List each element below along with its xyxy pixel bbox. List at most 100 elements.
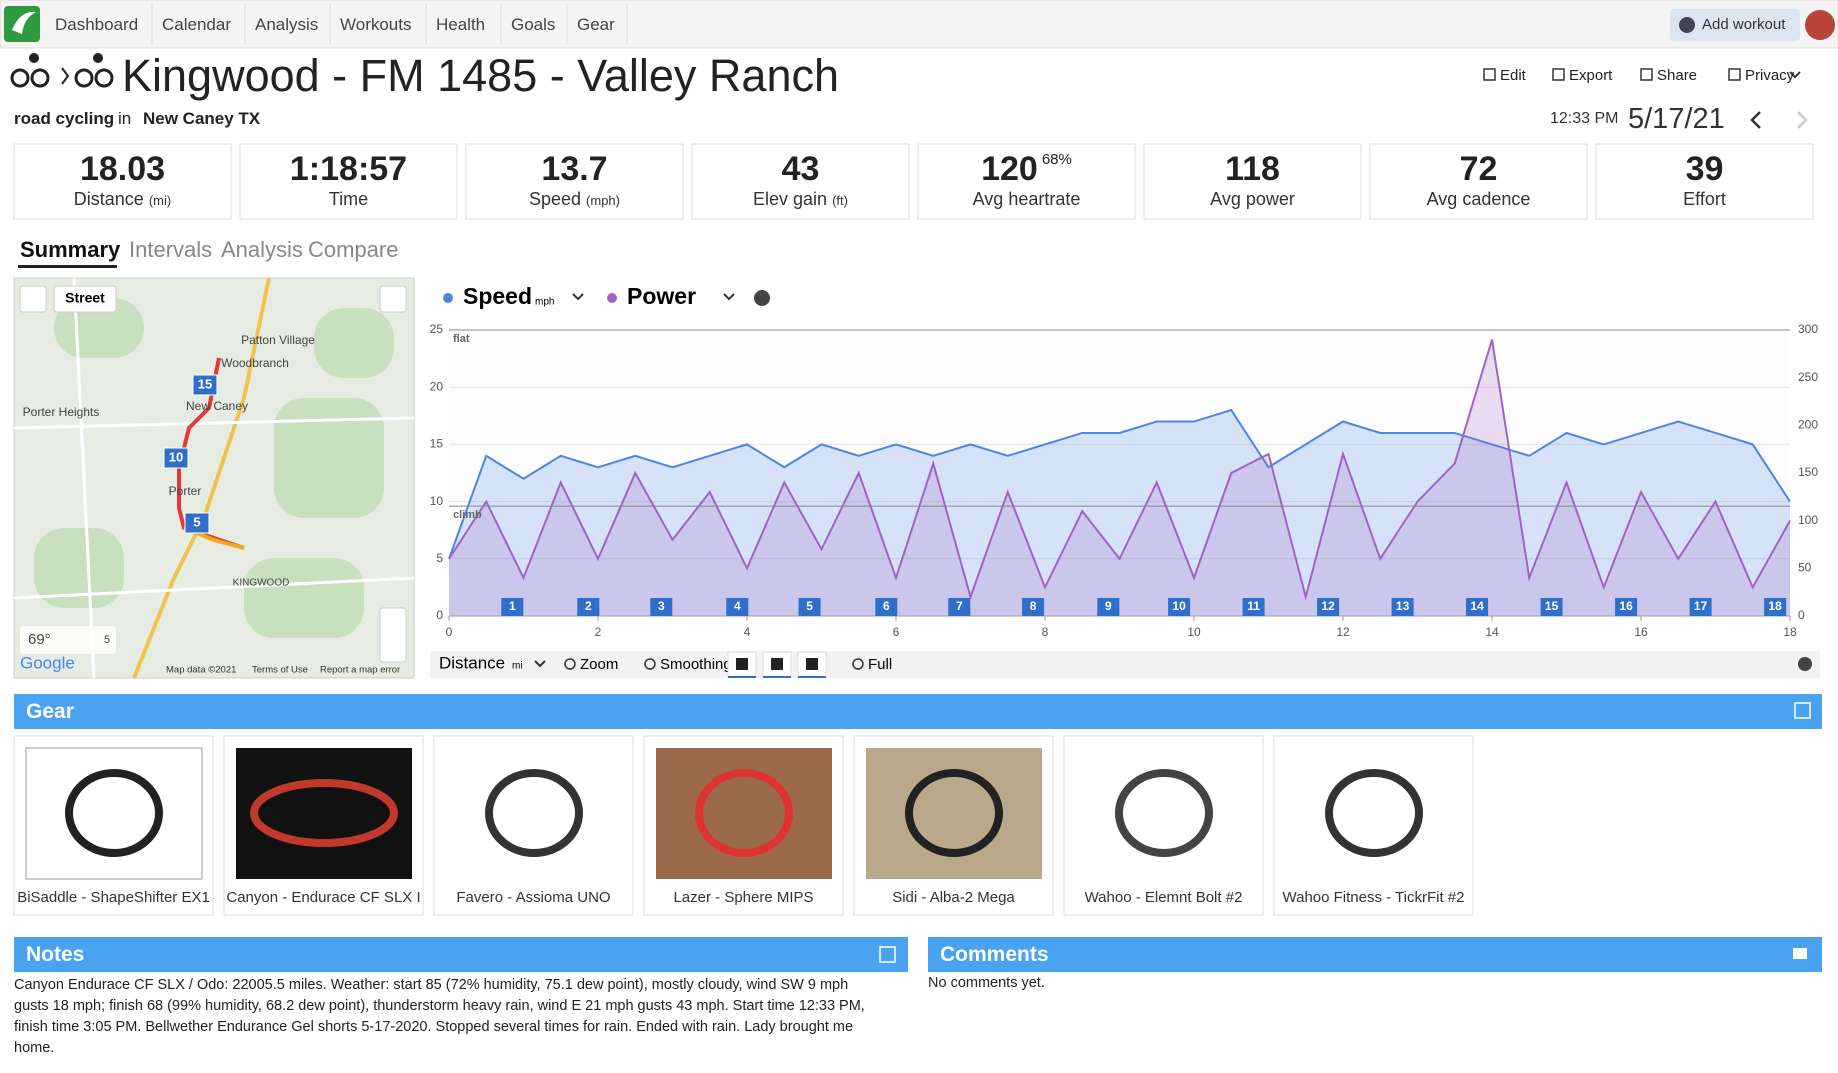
title: Kingwood - FM 1485 - Valley Ranch — [122, 50, 840, 101]
y-tick-label: 10 — [430, 494, 444, 508]
map-place: KINGWOOD — [233, 578, 290, 589]
chevron — [1789, 71, 1801, 79]
stat-label: Avg cadence — [1426, 189, 1531, 209]
nav-item[interactable]: Analysis — [255, 15, 319, 34]
sport-icon — [10, 68, 30, 88]
nav-item[interactable]: Goals — [511, 15, 556, 34]
stat-label: Distance (mi) — [73, 189, 172, 209]
map-marker-label: 5 — [193, 514, 200, 529]
lap-label: 4 — [734, 599, 741, 613]
x-unit: mi — [512, 661, 523, 672]
lap-label: 5 — [806, 599, 813, 613]
stat-unit: (mi) — [148, 193, 172, 208]
gear-header — [14, 694, 1822, 729]
y2-tick-label: 150 — [1798, 465, 1818, 479]
map-marker — [163, 447, 189, 469]
lap-label: 8 — [1030, 599, 1037, 613]
gear-object — [1325, 769, 1423, 857]
x-tick-label: 14 — [1485, 625, 1499, 639]
prev — [1750, 111, 1761, 129]
lap-marker — [1615, 598, 1638, 616]
tab[interactable]: Intervals — [129, 237, 213, 262]
gear-image — [866, 748, 1042, 879]
legend-dot — [443, 293, 453, 303]
lap-label: 3 — [658, 599, 665, 613]
lap-marker — [948, 598, 971, 616]
comments-header — [928, 937, 1822, 972]
stat-label: Time — [328, 189, 369, 209]
control-icon — [644, 658, 656, 670]
nav-item[interactable]: Health — [436, 15, 486, 34]
chevron — [534, 660, 546, 668]
gear-title: Gear — [26, 700, 74, 723]
zone-label: flat — [453, 333, 470, 345]
avatar — [1805, 10, 1835, 40]
nav-item[interactable]: Gear — [577, 15, 615, 34]
stat-unit: (ft) — [832, 193, 848, 208]
y-tick-label: 5 — [436, 551, 443, 565]
lap-marker — [875, 598, 898, 616]
tab[interactable]: Compare — [308, 237, 399, 262]
tab[interactable]: Analysis — [221, 237, 303, 262]
lap-marker — [1391, 598, 1414, 616]
nav-bar — [0, 0, 1838, 49]
lap-label: 15 — [1545, 599, 1559, 613]
gear-image — [656, 748, 832, 879]
next — [1797, 111, 1808, 129]
map-layer: Street — [65, 290, 105, 306]
layer-btn — [53, 285, 117, 313]
map-marker — [184, 512, 210, 534]
action[interactable]: Privacy — [1745, 67, 1795, 84]
stat-sup: 68% — [1041, 151, 1072, 168]
add-workout[interactable]: Add workout — [1702, 16, 1786, 33]
legend-unit: mph — [535, 297, 554, 308]
map-forest — [314, 308, 394, 378]
stat-value: 39 — [1685, 150, 1724, 188]
time: 12:33 PM — [1550, 110, 1619, 127]
nav-item[interactable]: Dashboard — [55, 15, 139, 34]
nav-item[interactable]: Workouts — [340, 15, 412, 34]
gear-name: Sidi - Alba-2 Mega — [892, 889, 1015, 906]
in-word: in — [118, 109, 132, 128]
lap-label: 16 — [1619, 599, 1633, 613]
stat-box — [1143, 143, 1362, 220]
action[interactable]: Share — [1657, 67, 1698, 84]
map: Patton Village Woodbranch Porter Heights Ne… — [13, 277, 415, 679]
action[interactable]: Export — [1569, 67, 1613, 84]
wind: 5 — [104, 634, 110, 646]
stat-label: Avg heartrate — [972, 189, 1081, 209]
y2-tick-label: 0 — [1798, 608, 1805, 622]
lap-marker — [798, 598, 821, 616]
series-line — [448, 408, 1791, 560]
view-icon — [771, 658, 783, 670]
control: Smoothing — [660, 656, 732, 673]
nav-item[interactable]: Calendar — [162, 15, 231, 34]
stat-unit: (mph) — [586, 193, 620, 208]
weather-box — [20, 626, 116, 654]
lap-label: 1 — [509, 599, 516, 613]
action[interactable]: Edit — [1500, 67, 1526, 84]
map-footer: Map data ©2021 — [166, 665, 236, 676]
lap-label: 6 — [883, 599, 890, 613]
lap-label: 14 — [1470, 599, 1484, 613]
settings-btn — [379, 285, 407, 313]
notes-header — [14, 937, 908, 972]
gear-object — [65, 769, 163, 857]
stat-value: 13.7 — [541, 150, 608, 188]
gear-image — [446, 748, 622, 879]
stat-label: Avg power — [1210, 189, 1295, 209]
y-tick-label: 15 — [430, 437, 444, 451]
controls-bar — [430, 651, 1820, 678]
map-marker-label: 15 — [198, 376, 212, 391]
stat-value: 18.03 — [79, 150, 166, 188]
lap-marker — [1689, 598, 1712, 616]
gear-object — [1115, 769, 1213, 857]
notes-title: Notes — [26, 943, 85, 966]
control-icon — [564, 658, 576, 670]
notes-edit — [879, 946, 896, 963]
tab[interactable]: Summary — [20, 237, 121, 262]
stat-value: 120 68% — [981, 150, 1072, 188]
stat-value: 1:18:57 — [289, 150, 408, 188]
legend-chevron — [572, 293, 584, 301]
action-icon — [1728, 68, 1741, 81]
